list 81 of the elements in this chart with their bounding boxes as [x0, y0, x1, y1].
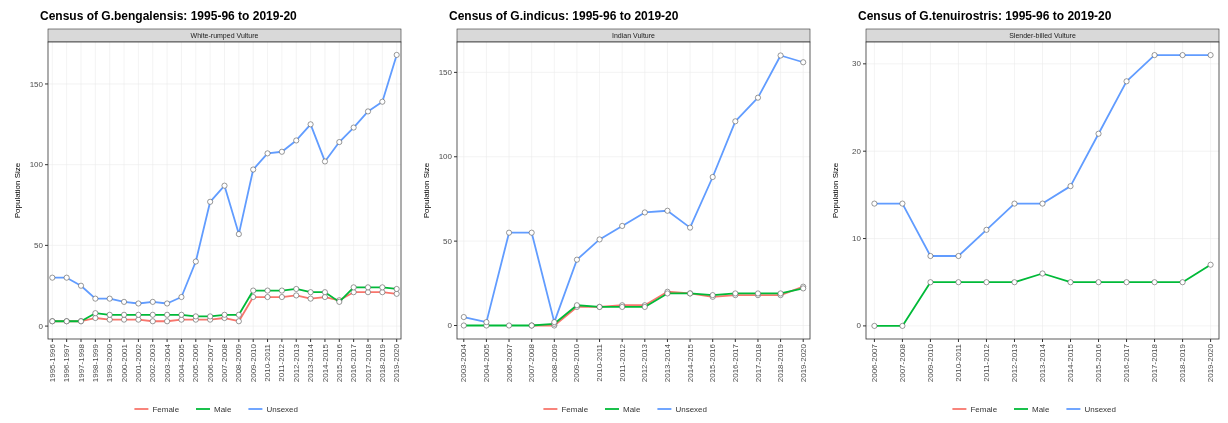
x-tick-label: 2012-2013 — [291, 343, 301, 383]
legend-label: Unsexed — [266, 404, 298, 414]
x-tick-label: 2013-2014 — [306, 343, 316, 383]
x-tick-label: 2006-2007 — [504, 343, 514, 383]
y-tick-label: 50 — [34, 240, 44, 250]
x-tick-label: 2008-2009 — [234, 343, 244, 383]
y-tick-label: 150 — [438, 67, 453, 77]
x-tick-label: 2013-2014 — [1038, 343, 1048, 383]
y-tick-label: 10 — [852, 234, 862, 244]
x-tick-label: 2006-2007 — [869, 343, 879, 383]
y-axis-title: Population Size — [13, 162, 22, 219]
legend-label: Unsexed — [1084, 404, 1116, 414]
x-tick-label: 2003-2004 — [459, 343, 469, 383]
legend-label: Male — [214, 404, 232, 414]
x-tick-label: 2014-2015 — [1066, 343, 1076, 383]
x-tick-label: 2011-2012 — [277, 343, 287, 382]
x-tick-label: 2014-2015 — [320, 343, 330, 383]
x-tick-label: 2012-2013 — [1010, 343, 1020, 383]
x-tick-label: 2004-2005 — [177, 343, 187, 383]
x-tick-label: 2015-2016 — [708, 343, 718, 383]
chart-title: Census of G.indicus: 1995-96 to 2019-20 — [449, 9, 679, 23]
x-tick-label: 2018-2019 — [776, 343, 786, 383]
y-axis-title: Population Size — [422, 162, 431, 219]
x-tick-label: 2014-2015 — [685, 343, 695, 383]
x-tick-label: 2017-2018 — [1150, 343, 1160, 383]
x-tick-label: 2009-2010 — [572, 343, 582, 383]
x-tick-label: 2007-2008 — [220, 343, 230, 383]
x-tick-label: 2004-2005 — [481, 343, 491, 383]
x-tick-label: 1995-1996 — [47, 343, 57, 383]
y-tick-label: 0 — [38, 321, 44, 331]
y-tick-label: 150 — [29, 79, 44, 89]
x-tick-label: 2016-2017 — [1122, 343, 1132, 383]
x-tick-label: 2003-2004 — [162, 343, 172, 383]
y-tick-label: 100 — [438, 152, 453, 162]
x-tick-label: 2012-2013 — [640, 343, 650, 383]
legend-label: Female — [970, 404, 998, 414]
x-tick-label: 2019-2020 — [798, 343, 808, 383]
chart-title: Census of G.tenuirostris: 1995-96 to 2019-20 — [858, 9, 1112, 23]
y-tick-label: 30 — [852, 59, 862, 69]
x-tick-label: 1996-1997 — [62, 343, 72, 383]
y-tick-label: 0 — [856, 321, 862, 331]
x-tick-label: 2008-2009 — [549, 343, 559, 383]
x-tick-label: 2018-2019 — [377, 343, 387, 383]
legend-label: Female — [152, 404, 180, 414]
x-tick-label: 2017-2018 — [363, 343, 373, 383]
y-tick-label: 0 — [447, 321, 453, 331]
x-tick-label: 2000-2001 — [119, 343, 129, 383]
y-tick-label: 20 — [852, 146, 862, 156]
x-tick-label: 2002-2003 — [148, 343, 158, 383]
legend-label: Female — [561, 404, 589, 414]
x-tick-label: 2010-2011 — [954, 343, 964, 382]
x-tick-label: 2015-2016 — [334, 343, 344, 383]
x-tick-label: 2007-2008 — [897, 343, 907, 383]
x-tick-label: 2005-2006 — [191, 343, 201, 383]
x-tick-label: 2009-2010 — [926, 343, 935, 383]
x-tick-label: 2010-2011 — [263, 343, 273, 382]
x-tick-label: 2019-2020 — [1206, 343, 1216, 383]
x-tick-label: 2015-2016 — [1094, 343, 1104, 383]
x-tick-label: 1999-2000 — [105, 343, 115, 383]
legend-label: Male — [623, 404, 641, 414]
y-tick-label: 50 — [443, 236, 453, 246]
legend-label: Unsexed — [675, 404, 707, 414]
chart-title: Census of G.bengalensis: 1995-96 to 2019-20 — [40, 9, 298, 23]
x-tick-label: 2010-2011 — [595, 343, 605, 382]
x-tick-label: 2011-2012 — [617, 343, 627, 382]
x-tick-label: 2013-2014 — [663, 343, 672, 383]
y-axis-title: Population Size — [831, 162, 840, 219]
x-tick-label: 2017-2018 — [753, 343, 763, 383]
x-tick-label: 1998-1999 — [90, 343, 100, 383]
x-tick-label: 2007-2008 — [527, 343, 537, 383]
x-tick-label: 1997-1998 — [76, 343, 86, 383]
x-tick-label: 2011-2012 — [982, 343, 992, 382]
x-tick-label: 2016-2017 — [730, 343, 740, 383]
y-tick-label: 100 — [29, 160, 44, 170]
legend-label: Male — [1032, 404, 1050, 414]
x-tick-label: 2016-2017 — [349, 343, 359, 383]
x-tick-label: 2006-2007 — [205, 343, 215, 383]
x-tick-label: 2018-2019 — [1178, 343, 1188, 383]
x-tick-label: 2019-2020 — [392, 343, 402, 383]
x-tick-label: 2001-2002 — [133, 343, 143, 383]
x-tick-label: 2009-2010 — [248, 343, 258, 383]
